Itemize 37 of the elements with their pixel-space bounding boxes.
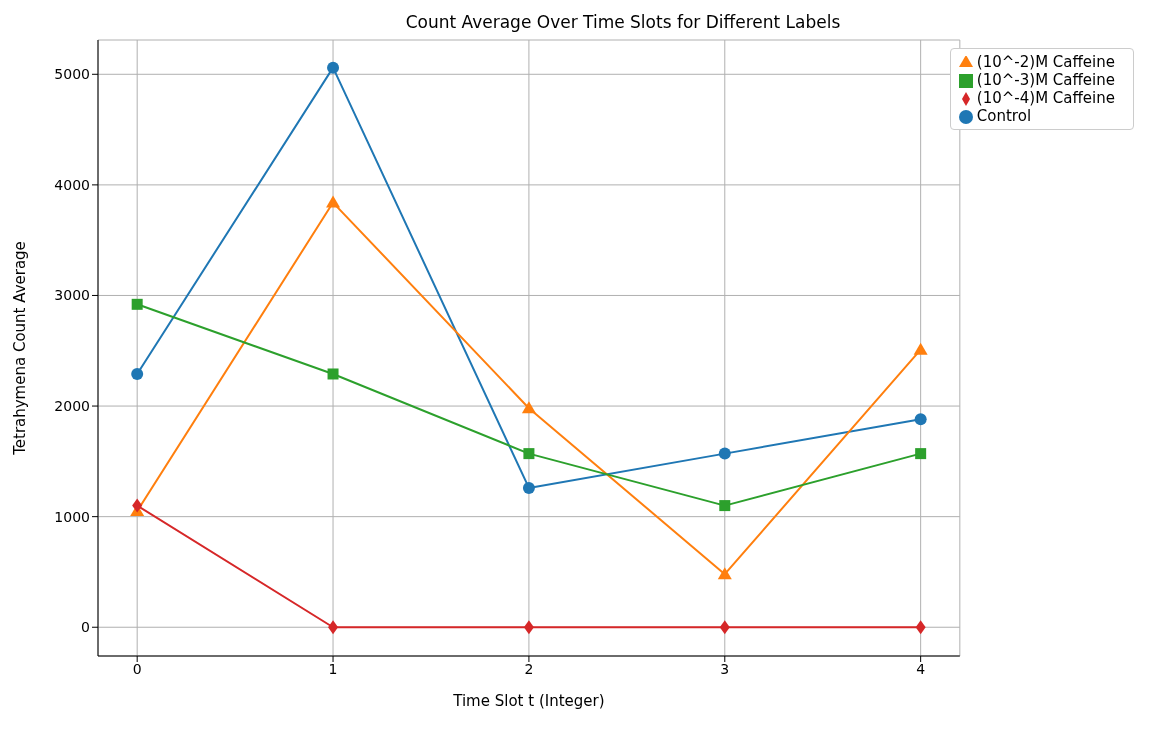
point xyxy=(915,620,926,635)
y-tick-label: 0 xyxy=(81,619,90,636)
legend-label: Control xyxy=(976,107,1032,125)
point xyxy=(328,620,339,635)
point xyxy=(523,448,535,460)
point xyxy=(719,500,731,512)
y-tick-label: 2000 xyxy=(54,398,90,415)
point xyxy=(914,413,927,426)
point xyxy=(327,61,340,74)
point xyxy=(717,567,732,580)
x-tick-label: 4 xyxy=(916,660,926,677)
x-axis-title: Time Slot t (Integer) xyxy=(452,692,605,710)
point xyxy=(131,298,143,310)
point xyxy=(718,447,731,460)
point xyxy=(521,401,536,414)
y-tick-label: 3000 xyxy=(54,287,90,304)
chart-title: Count Average Over Time Slots for Different Labels xyxy=(404,11,842,34)
legend-label: (10^-4)M Caffeine xyxy=(976,89,1115,107)
x-tick-label: 1 xyxy=(328,660,338,677)
point xyxy=(915,448,927,460)
point xyxy=(523,620,534,635)
y-tick-label: 5000 xyxy=(54,66,90,83)
legend-label: (10^-3)M Caffeine xyxy=(976,71,1115,89)
point xyxy=(132,498,143,513)
y-tick-label: 4000 xyxy=(54,176,90,193)
x-tick-label: 0 xyxy=(132,660,142,677)
legend-label: (10^-2)M Caffeine xyxy=(976,53,1115,71)
point xyxy=(326,195,341,208)
point xyxy=(913,342,928,355)
point xyxy=(131,367,144,380)
point xyxy=(327,368,339,380)
point xyxy=(522,481,535,494)
y-tick-label: 1000 xyxy=(54,508,90,525)
x-tick-label: 3 xyxy=(720,660,730,677)
point xyxy=(719,620,730,635)
y-axis-title: Tetrahymena Count Average xyxy=(11,241,30,456)
x-tick-label: 2 xyxy=(524,660,534,677)
